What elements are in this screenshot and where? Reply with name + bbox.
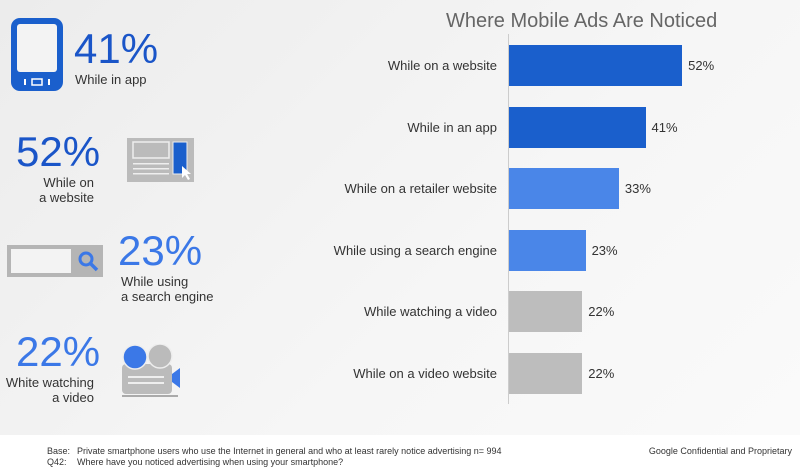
base-text: Private smartphone users who use the Int…	[77, 446, 502, 456]
base-label: Base:	[47, 446, 71, 456]
stat-search-value: 23%	[118, 227, 203, 274]
bar	[509, 291, 583, 332]
smartphone-icon	[11, 18, 63, 91]
footer-notes: Base: Private smartphone users who use th…	[47, 446, 502, 468]
label-line: While on	[43, 175, 94, 190]
data-label: 52%	[688, 58, 715, 73]
stat-website-value: 52%	[16, 128, 101, 175]
category-label: While on a website	[387, 58, 497, 73]
chart-axis	[508, 34, 509, 404]
question-label: Q42:	[47, 457, 67, 467]
category-label: While in an app	[407, 119, 497, 135]
category-label: While on a retailer website	[344, 181, 497, 196]
stat-app-label: While in app	[75, 72, 147, 87]
stat-video-value: 22%	[16, 328, 101, 375]
video-camera-icon	[122, 344, 180, 397]
category-label: While on a video website	[353, 365, 497, 381]
label-line: a search engine	[121, 289, 214, 304]
confidential-note: Google Confidential and Proprietary	[648, 446, 792, 456]
bar	[509, 45, 683, 86]
label-line: White watching	[5, 375, 94, 390]
stat-search-label: While using a search engine	[121, 274, 214, 304]
stat-website-label: While on a website	[6, 175, 94, 205]
label-line: While using	[121, 274, 189, 289]
bar	[509, 352, 583, 394]
bar	[509, 229, 586, 271]
data-label: 22%	[588, 365, 615, 381]
category-label: While watching a video	[364, 304, 497, 319]
data-label: 33%	[624, 181, 651, 196]
data-label: 23%	[591, 242, 618, 258]
label-line: a video	[52, 390, 94, 405]
data-label: 22%	[588, 304, 615, 319]
stat-app-value: 41%	[74, 25, 159, 72]
label-line: a website	[39, 190, 94, 205]
category-label: While using a search engine	[333, 242, 497, 258]
question-text: Where have you noticed advertising when …	[77, 457, 344, 467]
stat-video-label: White watching a video	[0, 375, 94, 405]
chart-title: Where Mobile Ads Are Noticed	[446, 10, 718, 32]
website-ad-icon	[127, 138, 194, 182]
bar	[509, 106, 646, 148]
data-label: 41%	[651, 119, 678, 135]
search-bar-icon	[7, 245, 103, 277]
bar	[509, 168, 619, 209]
